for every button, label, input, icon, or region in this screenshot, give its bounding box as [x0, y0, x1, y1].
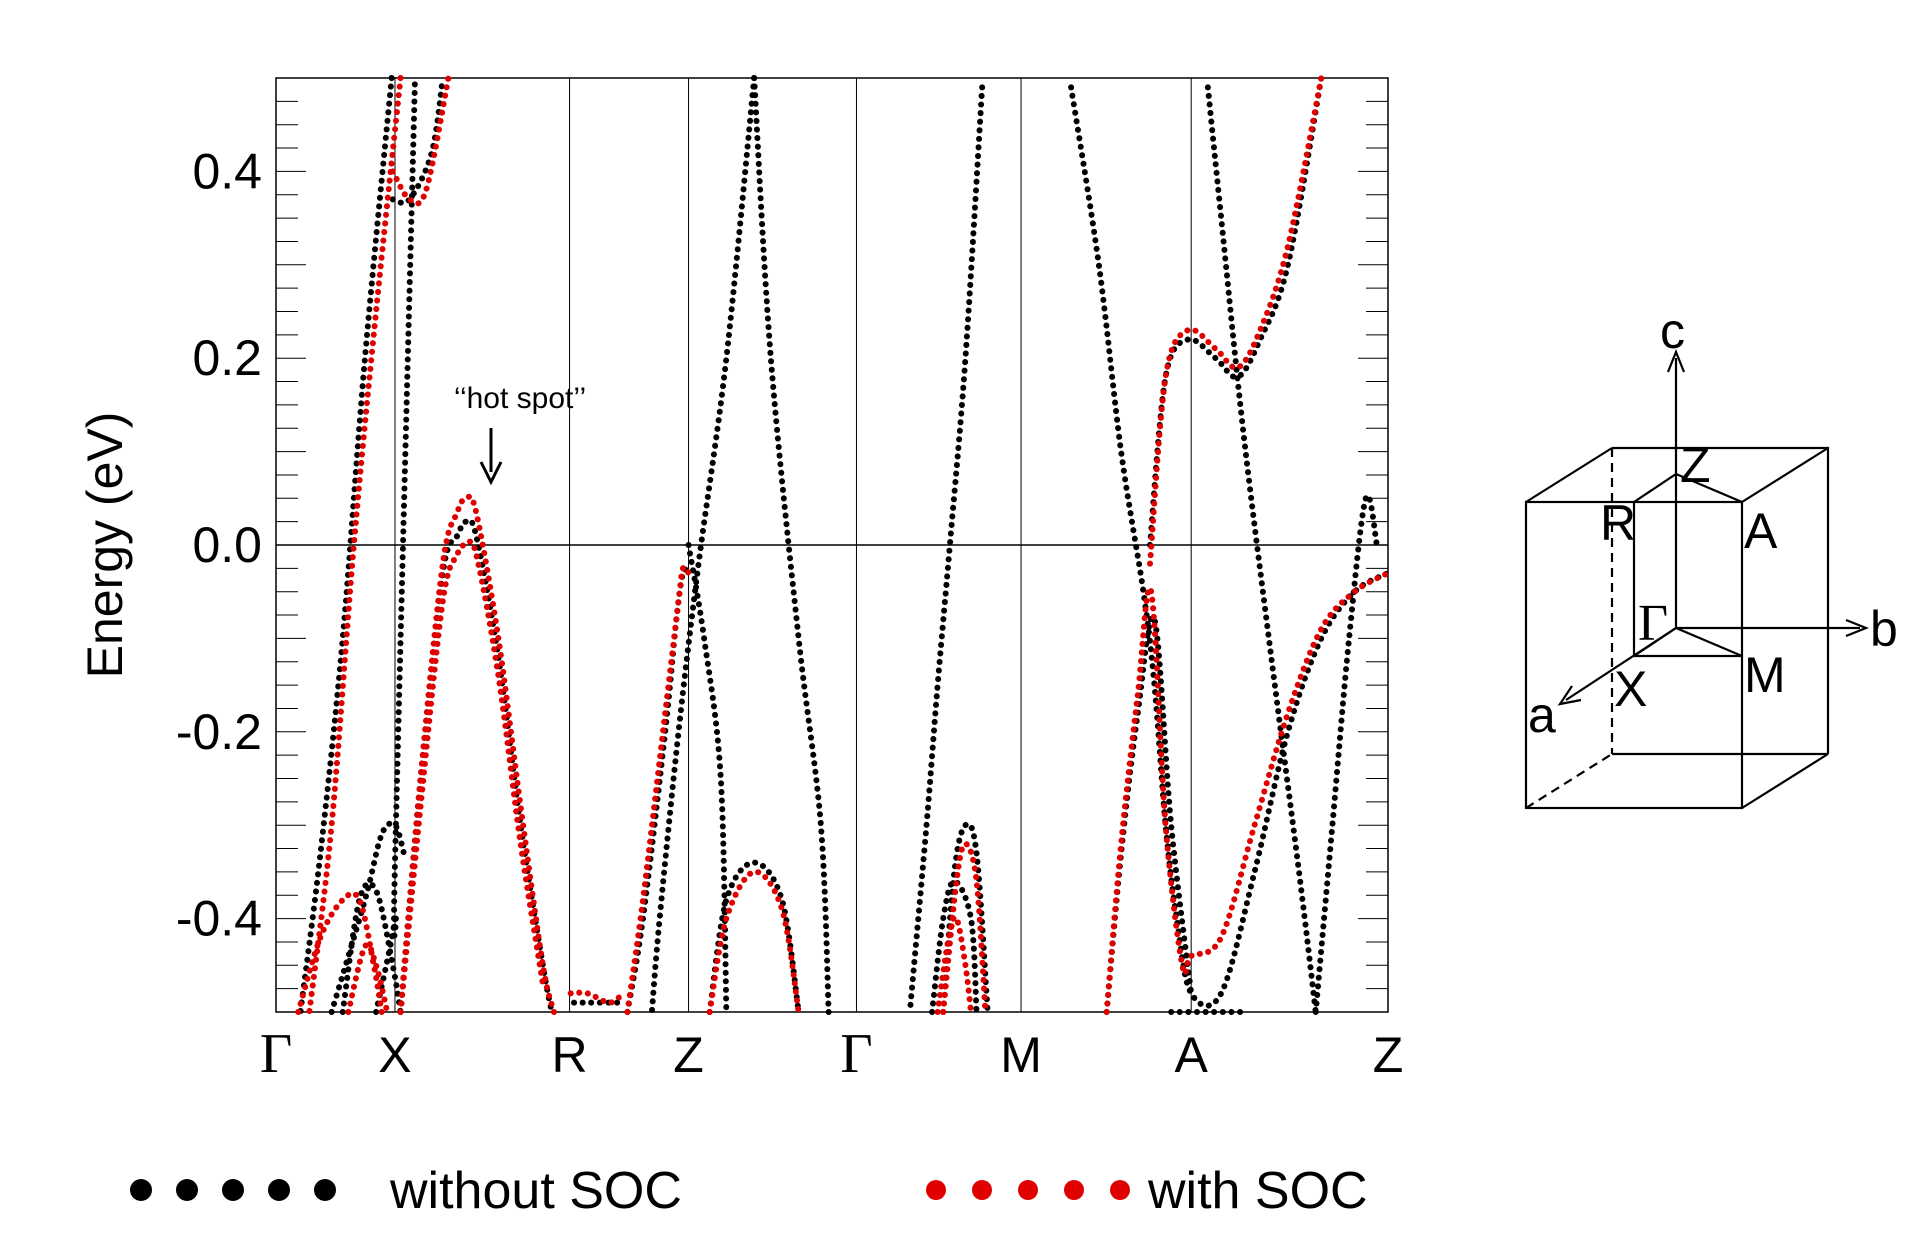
band-curve [624, 564, 692, 1015]
bz-hidden-edge [1525, 753, 1613, 809]
band-curve [934, 914, 974, 1015]
band-curve [389, 75, 452, 207]
k-point-label: M [1000, 1027, 1042, 1083]
band-curve [1204, 84, 1319, 1015]
legend-dot [176, 1179, 198, 1201]
legend-dot [268, 1179, 290, 1201]
band-curve [373, 75, 418, 1015]
band-curve [929, 878, 980, 1015]
legend-label-without-soc: without SOC [389, 1162, 682, 1220]
band-curve [906, 84, 986, 1015]
hot-spot-arrow-head [479, 461, 503, 486]
band-curve [1103, 613, 1195, 1015]
band-curve [297, 75, 395, 1015]
bz-label-c: c [1660, 303, 1685, 359]
y-tick-label: 0.0 [192, 517, 262, 573]
bz-edge [1741, 753, 1829, 809]
c-axis-arrow [1666, 349, 1686, 373]
legend-dot [130, 1179, 152, 1201]
band-curve [751, 75, 832, 1015]
legend-dot [972, 1180, 992, 1200]
legend-dot [1018, 1180, 1038, 1200]
k-point-label: Γ [840, 1023, 872, 1085]
bz-edge [1525, 447, 1613, 503]
band-curves [295, 75, 1388, 1015]
band-curve [648, 75, 758, 1015]
a-axis [1565, 627, 1677, 701]
bz-label-m: M [1744, 647, 1786, 703]
series-with-soc [295, 75, 1388, 1015]
brillouin-zone-labels: c b a Z R A Γ X M [1528, 303, 1898, 743]
band-structure-plot: 0.4 0.2 0.0 -0.2 -0.4 Γ X R Z Γ M A Z Energy (eV) ‘… [77, 75, 1403, 1085]
y-tick-label: 0.4 [192, 143, 262, 199]
k-point-label: Γ [260, 1023, 292, 1085]
bz-label-gamma: Γ [1638, 595, 1668, 652]
band-curve [1068, 84, 1388, 1009]
legend-dot [926, 1180, 946, 1200]
legend-dot [222, 1179, 244, 1201]
bz-label-x: X [1614, 661, 1647, 717]
legend-entry-with-soc: with SOC [926, 1162, 1368, 1220]
bz-edge [1741, 447, 1829, 503]
y-tick-label: -0.4 [176, 891, 262, 947]
legend: without SOC with SOC [130, 1162, 1368, 1220]
hot-spot-label: ‘‘hot spot’’ [454, 382, 586, 415]
bz-label-r: R [1600, 495, 1636, 551]
y-axis-title: Energy (eV) [77, 412, 133, 679]
band-curve [306, 75, 404, 1015]
band-curve [1147, 75, 1325, 548]
bz-label-a-point: A [1744, 503, 1778, 559]
band-curve [389, 75, 446, 206]
brillouin-zone-diagram [1524, 349, 1869, 810]
band-curve [685, 542, 730, 1015]
y-tick-label: -0.2 [176, 704, 262, 760]
k-point-label: A [1174, 1027, 1208, 1083]
band-curve [706, 868, 802, 1015]
band-curve [397, 538, 546, 1015]
legend-dot [1110, 1180, 1130, 1200]
legend-dot [314, 1179, 336, 1201]
band-curve [1312, 492, 1380, 1015]
legend-entry-without-soc: without SOC [130, 1162, 682, 1220]
band-curve [940, 840, 989, 1015]
band-curve [345, 941, 391, 1015]
bz-label-a: a [1528, 687, 1556, 743]
b-axis-arrow [1845, 618, 1869, 638]
y-tick-label: 0.2 [192, 330, 262, 386]
a-axis-arrow [1557, 685, 1582, 706]
legend-dot [1064, 1180, 1084, 1200]
band-curve [1103, 570, 1388, 1015]
minor-ticks [276, 77, 1388, 1013]
band-curve [1147, 75, 1325, 567]
hot-spot-annotation: ‘‘hot spot’’ [454, 382, 586, 486]
k-point-label: Z [673, 1027, 704, 1083]
band-curve [567, 989, 626, 1006]
k-point-label: R [552, 1027, 588, 1083]
legend-label-with-soc: with SOC [1147, 1162, 1368, 1220]
bz-label-z: Z [1680, 437, 1711, 493]
y-tick-labels: 0.4 0.2 0.0 -0.2 -0.4 [176, 143, 262, 946]
k-point-label: Z [1373, 1027, 1404, 1083]
bz-label-b: b [1870, 601, 1898, 657]
band-curve [328, 820, 407, 1015]
k-point-label: X [378, 1027, 411, 1083]
